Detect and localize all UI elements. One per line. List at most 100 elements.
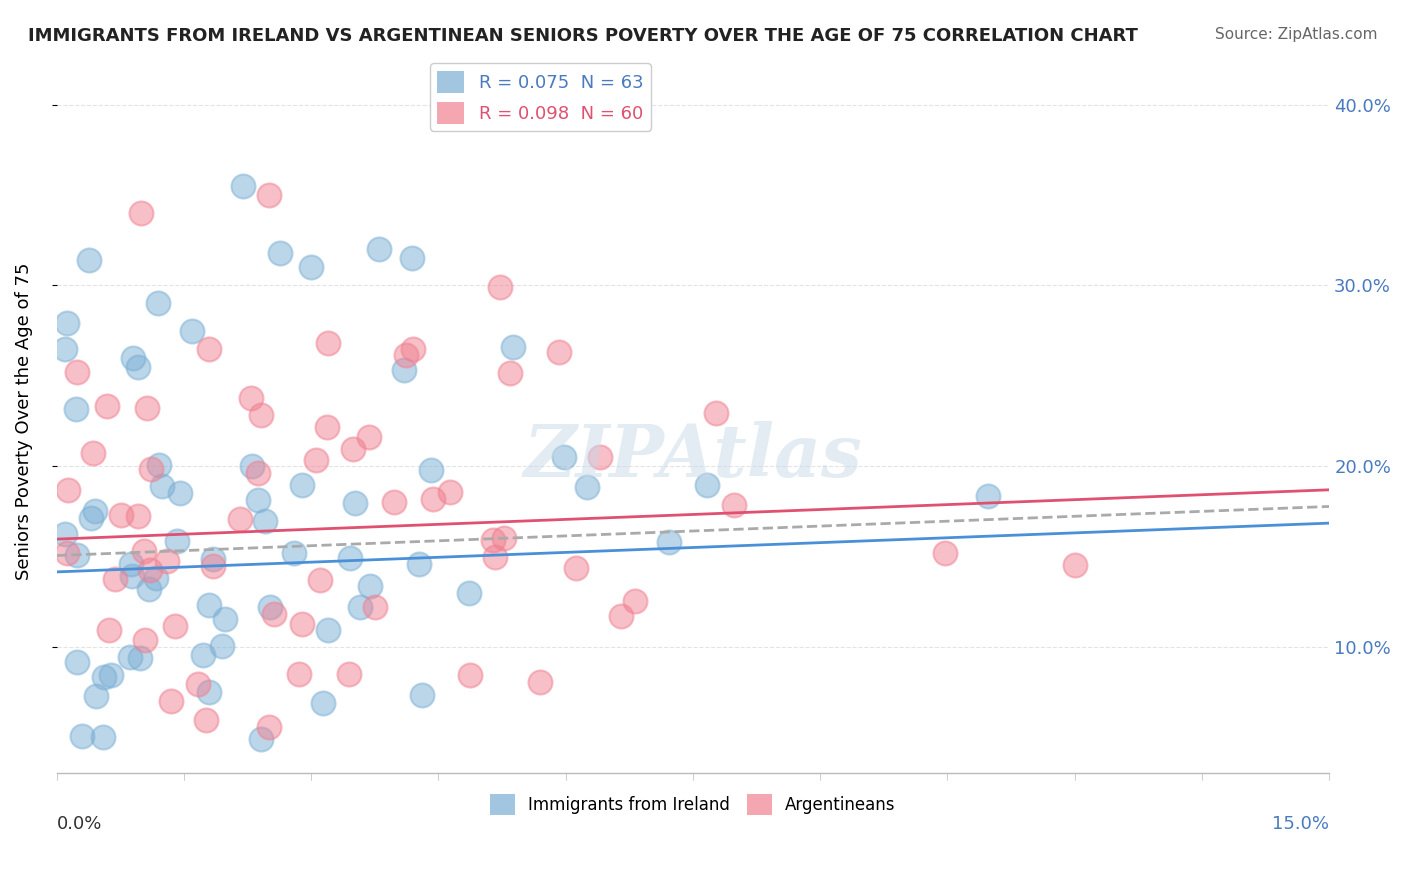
Point [246, 466, 269, 480]
Point [934, 546, 956, 560]
Point [269, 246, 291, 260]
Point [148, 458, 170, 473]
Point [93, 670, 115, 684]
Point [564, 561, 586, 575]
Point [118, 649, 141, 664]
Point [609, 609, 631, 624]
Point [337, 667, 360, 681]
Point [1063, 558, 1085, 573]
Point [392, 363, 415, 377]
Point [66, 548, 89, 562]
Point [316, 624, 339, 638]
Point [349, 600, 371, 615]
Point [139, 462, 162, 476]
Point [214, 612, 236, 626]
Point [166, 533, 188, 548]
Point [240, 392, 263, 406]
Point [83, 504, 105, 518]
Point [77, 253, 100, 268]
Point [589, 450, 612, 465]
Point [458, 586, 481, 600]
Point [131, 206, 153, 220]
Point [181, 324, 204, 338]
Point [187, 677, 209, 691]
Point [246, 492, 269, 507]
Point [658, 535, 681, 549]
Point [127, 508, 149, 523]
Point [198, 684, 221, 698]
Point [499, 366, 522, 380]
Point [290, 617, 312, 632]
Point [138, 563, 160, 577]
Point [263, 607, 285, 621]
Point [339, 550, 361, 565]
Point [359, 579, 381, 593]
Text: 15.0%: 15.0% [1272, 815, 1329, 833]
Point [121, 569, 143, 583]
Point [257, 720, 280, 734]
Point [232, 178, 254, 193]
Point [384, 495, 406, 509]
Point [132, 544, 155, 558]
Point [127, 359, 149, 374]
Point [148, 296, 170, 310]
Point [342, 442, 364, 456]
Point [100, 668, 122, 682]
Point [84, 689, 107, 703]
Point [419, 463, 441, 477]
Text: Source: ZipAtlas.com: Source: ZipAtlas.com [1215, 27, 1378, 42]
Point [120, 558, 142, 572]
Point [723, 498, 745, 512]
Point [229, 511, 252, 525]
Point [458, 668, 481, 682]
Point [65, 401, 87, 416]
Point [408, 558, 430, 572]
Point [422, 491, 444, 506]
Point [624, 594, 647, 608]
Point [201, 559, 224, 574]
Point [309, 573, 332, 587]
Point [411, 688, 433, 702]
Point [254, 514, 277, 528]
Point [364, 600, 387, 615]
Text: IMMIGRANTS FROM IRELAND VS ARGENTINEAN SENIORS POVERTY OVER THE AGE OF 75 CORREL: IMMIGRANTS FROM IRELAND VS ARGENTINEAN S… [28, 27, 1137, 45]
Point [696, 477, 718, 491]
Point [316, 336, 339, 351]
Point [96, 399, 118, 413]
Point [259, 600, 281, 615]
Point [198, 598, 221, 612]
Point [439, 484, 461, 499]
Point [283, 546, 305, 560]
Point [156, 554, 179, 568]
Point [138, 582, 160, 596]
Point [494, 531, 516, 545]
Point [529, 675, 551, 690]
Point [249, 731, 271, 746]
Point [395, 348, 418, 362]
Point [145, 571, 167, 585]
Point [482, 533, 505, 547]
Point [401, 252, 423, 266]
Point [316, 420, 339, 434]
Point [287, 666, 309, 681]
Point [548, 344, 571, 359]
Point [72, 729, 94, 743]
Point [575, 480, 598, 494]
Point [202, 552, 225, 566]
Point [56, 316, 79, 330]
Point [66, 366, 89, 380]
Point [198, 342, 221, 356]
Point [53, 527, 76, 541]
Point [553, 450, 575, 464]
Text: 0.0%: 0.0% [56, 815, 103, 833]
Point [129, 651, 152, 665]
Point [104, 572, 127, 586]
Point [136, 401, 159, 415]
Point [250, 409, 273, 423]
Point [110, 508, 132, 522]
Point [66, 656, 89, 670]
Point [357, 430, 380, 444]
Legend: Immigrants from Ireland, Argentineans: Immigrants from Ireland, Argentineans [484, 788, 903, 822]
Point [257, 188, 280, 202]
Point [311, 696, 333, 710]
